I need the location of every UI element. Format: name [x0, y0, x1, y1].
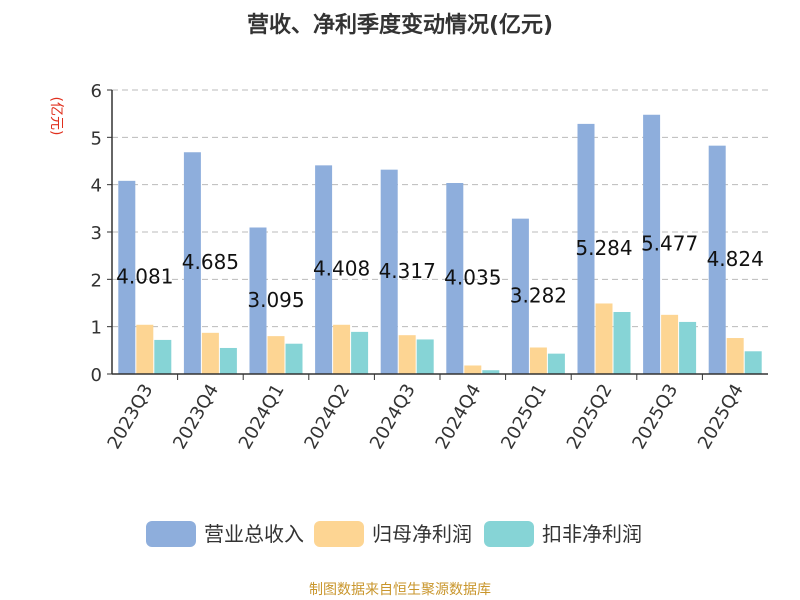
- bar-series-2-2024Q3[interactable]: [416, 339, 434, 374]
- data-labels: 4.081 4.685 3.095 4.408 4.317 4.035 3.282 5.284…: [116, 231, 764, 311]
- bar-series-2-2024Q2[interactable]: [351, 331, 369, 374]
- data-label: 3.095: [247, 288, 304, 312]
- bar-series-1-2024Q3[interactable]: [398, 335, 416, 374]
- data-label: 4.685: [182, 250, 239, 274]
- bar-series-1-2025Q3[interactable]: [661, 314, 679, 374]
- data-label: 4.035: [444, 266, 501, 290]
- legend-swatch: [146, 521, 196, 547]
- legend-item-0[interactable]: 营业总收入: [146, 521, 304, 547]
- bar-series-2-2025Q1[interactable]: [547, 353, 565, 374]
- bar-series-0-2024Q3[interactable]: [380, 169, 398, 374]
- legend-swatch: [314, 521, 364, 547]
- legend-swatch: [484, 521, 534, 547]
- bar-series-2-2025Q4[interactable]: [744, 351, 762, 374]
- bar-series-2-2024Q4[interactable]: [482, 370, 500, 374]
- data-label: 5.477: [641, 231, 698, 255]
- bar-series-1-2025Q2[interactable]: [595, 303, 613, 374]
- data-label: 3.282: [510, 283, 567, 307]
- x-tick-label: 2024Q4: [432, 381, 486, 453]
- x-tick-label: 2025Q4: [694, 381, 748, 453]
- data-label: 5.284: [575, 236, 632, 260]
- y-tick-label: 6: [91, 81, 102, 102]
- data-label: 4.824: [707, 247, 764, 271]
- y-axis-unit: (亿元): [48, 97, 64, 136]
- data-label: 4.081: [116, 264, 173, 288]
- bar-series-2-2023Q3[interactable]: [154, 339, 172, 374]
- x-tick-label: 2023Q3: [104, 381, 158, 453]
- bar-series-0-2025Q1[interactable]: [511, 218, 529, 374]
- bar-series-2-2023Q4[interactable]: [219, 347, 237, 374]
- y-tick-label: 2: [91, 270, 102, 291]
- chart-title: 营收、净利季度变动情况(亿元): [247, 12, 553, 38]
- bar-series-0-2023Q4[interactable]: [183, 152, 201, 374]
- bar-series-1-2025Q1[interactable]: [529, 347, 547, 374]
- bar-series-0-2024Q1[interactable]: [249, 227, 267, 374]
- y-tick-label: 0: [91, 365, 102, 386]
- x-tick-label: 2025Q1: [497, 381, 551, 453]
- bar-series-1-2024Q1[interactable]: [267, 336, 285, 374]
- x-tick-label: 2024Q2: [300, 381, 354, 453]
- y-tick-label: 1: [91, 318, 102, 339]
- x-tick-label: 2023Q4: [169, 381, 223, 453]
- bar-series-1-2024Q4[interactable]: [464, 365, 482, 374]
- bar-series-1-2024Q2[interactable]: [333, 324, 351, 374]
- data-label: 4.317: [379, 259, 436, 283]
- axes: [107, 89, 768, 380]
- grid-lines: [112, 89, 768, 328]
- legend-label: 归母净利润: [372, 522, 472, 546]
- bar-series-0-2025Q3[interactable]: [643, 114, 661, 374]
- legend-item-2[interactable]: 扣非净利润: [484, 521, 642, 547]
- x-tick-label: 2025Q2: [563, 381, 617, 453]
- legend-item-1[interactable]: 归母净利润: [314, 521, 472, 547]
- y-tick-label: 4: [91, 176, 102, 197]
- bar-series-2-2024Q1[interactable]: [285, 343, 303, 374]
- bar-series-1-2023Q4[interactable]: [201, 332, 219, 374]
- bar-series-2-2025Q2[interactable]: [613, 311, 631, 374]
- bars-group: [118, 114, 762, 375]
- bar-series-1-2025Q4[interactable]: [726, 338, 744, 374]
- data-label: 4.408: [313, 257, 370, 281]
- y-tick-label: 5: [91, 128, 102, 149]
- legend-label: 扣非净利润: [542, 522, 642, 546]
- x-tick-label: 2025Q3: [628, 381, 682, 453]
- bar-series-2-2025Q3[interactable]: [679, 321, 697, 374]
- bar-series-0-2025Q4[interactable]: [708, 145, 726, 374]
- legend-label: 营业总收入: [204, 522, 304, 546]
- bar-series-0-2024Q4[interactable]: [446, 183, 464, 374]
- y-tick-label: 3: [91, 223, 102, 244]
- bar-series-1-2023Q3[interactable]: [136, 324, 154, 374]
- legend[interactable]: 营业总收入 归母净利润 扣非净利润: [146, 521, 642, 547]
- x-tick-label: 2024Q3: [366, 381, 420, 453]
- bar-series-0-2023Q3[interactable]: [118, 180, 136, 374]
- source-note: 制图数据来自恒生聚源数据库: [309, 582, 491, 598]
- bar-series-0-2025Q2[interactable]: [577, 123, 595, 375]
- bar-series-0-2024Q2[interactable]: [315, 165, 333, 374]
- x-tick-label: 2024Q1: [235, 381, 289, 453]
